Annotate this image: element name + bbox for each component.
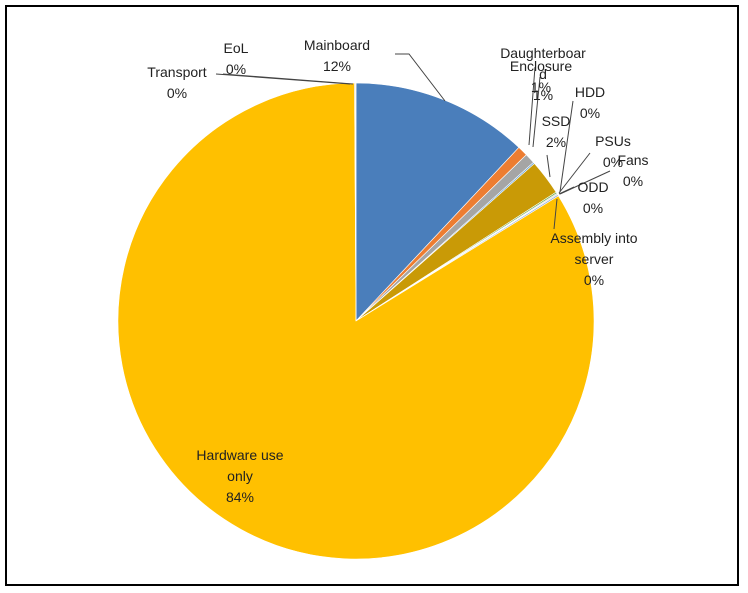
data-label-line: server (575, 251, 614, 267)
leader-line-hdd (559, 100, 574, 193)
data-label-line: Fans (617, 152, 648, 168)
data-label-line: PSUs (595, 133, 631, 149)
data-label-line: 0% (584, 272, 604, 288)
leader-line-eol (222, 73, 354, 85)
data-label-line: 0% (603, 154, 623, 170)
data-label-line: 1% (531, 79, 551, 95)
data-label-line: d (539, 66, 547, 82)
data-labels: Mainboard 12%Daughterboar d 1%Enclosure 1% HD… (147, 37, 648, 505)
data-label-line: 0% (580, 105, 600, 121)
data-label-line: ODD (577, 179, 608, 195)
leader-line-mainboard (395, 53, 446, 102)
data-label-ssd: SSD 2% (542, 113, 571, 150)
pie-slice-eol (354, 82, 357, 322)
data-label-line: 0% (583, 200, 603, 216)
data-label-line: Daughterboar (500, 45, 586, 61)
leader-line-enclosure (532, 76, 541, 148)
chart-frame: Mainboard 12% Daughterboar d 1% Enclosure 1% HD… (5, 5, 739, 586)
data-label-mainboard: Mainboard 12% (304, 37, 370, 74)
data-label-line: only (227, 468, 253, 484)
data-label-line: SSD (542, 113, 571, 129)
leader-line-odd (558, 186, 575, 195)
data-label-psus: PSUs 0% (595, 133, 631, 170)
leader-line-daughterboard (528, 66, 536, 146)
data-label-line: 2% (546, 134, 566, 150)
data-label-daughterboard: Daughterboar d 1% (500, 45, 586, 103)
data-label-hardware-use-only: Hardware use only 84% (196, 447, 283, 505)
data-label-line: Assembly into (550, 230, 637, 246)
data-label-line: 12% (323, 58, 351, 74)
data-label-line: 84% (226, 489, 254, 505)
data-label-fans: Fans 0% (617, 152, 648, 189)
data-label-line: Hardware use (196, 447, 283, 463)
data-label-transport: Transport 0% (147, 64, 207, 101)
data-label-line: Enclosure (510, 58, 572, 74)
data-label-hdd: HDD 0% (575, 84, 605, 121)
data-label-line: 1% (533, 87, 553, 103)
data-label-line: HDD (575, 84, 605, 100)
data-label-eol: EoL 0% (224, 40, 249, 77)
leader-lines (215, 53, 611, 230)
data-label-line: EoL (224, 40, 249, 56)
leader-line-psus (558, 152, 591, 194)
leader-line-ssd (546, 154, 551, 178)
data-label-odd: ODD 0% (577, 179, 608, 216)
data-label-line: Mainboard (304, 37, 370, 53)
data-label-line: Transport (147, 64, 207, 80)
data-label-assembly-into-server: Assembly into server 0% (550, 230, 637, 288)
data-label-line: 0% (623, 173, 643, 189)
data-label-line: 0% (226, 61, 246, 77)
pie-chart: Mainboard 12%Daughterboar d 1%Enclosure 1% HD… (117, 37, 649, 560)
pie-slices (117, 82, 595, 560)
data-label-line: 0% (167, 85, 187, 101)
data-label-enclosure: Enclosure 1% (510, 58, 572, 95)
leader-line-assembly-into-server (553, 198, 558, 230)
